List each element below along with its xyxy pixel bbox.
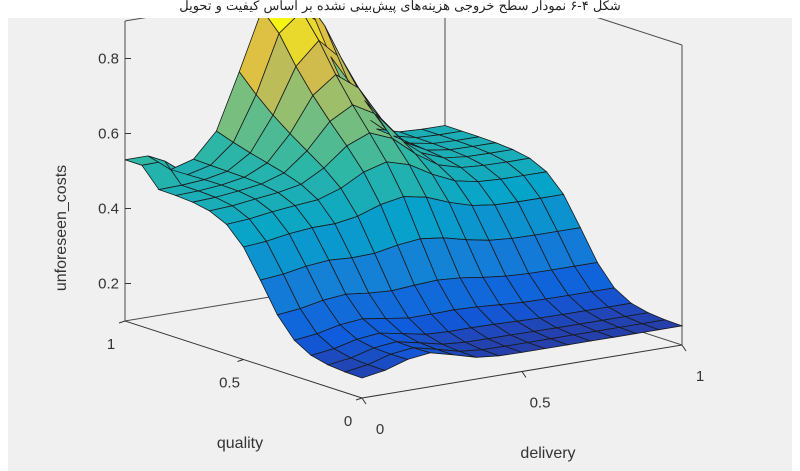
z-tick-label: 0.4 bbox=[98, 201, 119, 218]
delivery-tick bbox=[521, 371, 527, 378]
quality-axis-title: quality bbox=[217, 435, 263, 452]
quality-tick-label: 0.5 bbox=[219, 375, 240, 392]
surface-mesh bbox=[124, 18, 684, 379]
delivery-tick bbox=[681, 344, 687, 352]
z-tick-label: 0.8 bbox=[98, 51, 119, 68]
figure-caption: شکل ۴-۶ نمودار سطح خروجی هزینه‌های پیش‌ب… bbox=[179, 0, 621, 14]
delivery-tick-label: 0.5 bbox=[530, 395, 551, 412]
quality-tick bbox=[237, 359, 244, 362]
quality-tick-label: 0 bbox=[344, 413, 352, 430]
figure-panel: 0 0.5 1 0 0.5 1 0.2 0.4 0.6 0.8 delivery quality unf… bbox=[8, 18, 792, 471]
surface-plot: 0 0.5 1 0 0.5 1 0.2 0.4 0.6 0.8 delivery quality unf… bbox=[53, 18, 704, 463]
quality-tick bbox=[118, 320, 126, 324]
surface-patch bbox=[640, 319, 684, 331]
box-right-top-edge bbox=[597, 18, 683, 46]
quality-tick-label: 1 bbox=[107, 336, 115, 353]
delivery-tick-label: 1 bbox=[696, 368, 704, 385]
unforeseen-costs-axis-title: unforeseen_costs bbox=[53, 165, 70, 291]
delivery-tick-label: 0 bbox=[376, 421, 384, 438]
axis-labels: 0 0.5 1 0 0.5 1 0.2 0.4 0.6 0.8 delivery quality unf… bbox=[53, 51, 704, 463]
z-tick-label: 0.2 bbox=[98, 276, 119, 293]
delivery-axis-title: delivery bbox=[520, 445, 575, 462]
delivery-tick bbox=[361, 397, 367, 405]
quality-tick bbox=[355, 397, 363, 401]
z-tick-label: 0.6 bbox=[98, 126, 119, 143]
